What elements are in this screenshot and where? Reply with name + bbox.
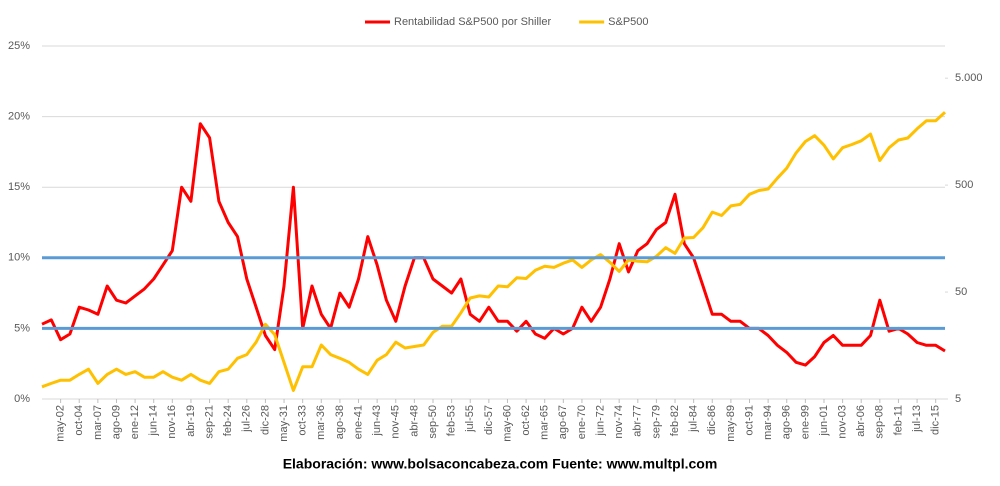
x-tick-label: ene-41 <box>352 405 364 439</box>
series-line <box>41 111 947 392</box>
x-tick-label: mar-94 <box>762 405 774 440</box>
x-tick-label: oct-62 <box>520 405 532 436</box>
x-tick-label: nov-45 <box>390 405 402 439</box>
x-tick-label: abr-06 <box>855 405 867 437</box>
x-tick-label: ago-96 <box>781 405 793 439</box>
y2-tick-label: 5 <box>955 393 961 405</box>
x-tick-label: may-89 <box>725 405 737 442</box>
x-tick-label: jun-72 <box>594 405 606 437</box>
x-tick-label: mar-65 <box>539 405 551 440</box>
x-tick-label: nov-16 <box>166 405 178 439</box>
x-tick-label: feb-82 <box>669 405 681 436</box>
x-tick-label: ago-38 <box>334 405 346 439</box>
x-tick-label: oct-33 <box>297 405 309 436</box>
series-line <box>41 122 946 367</box>
x-tick-label: jun-14 <box>148 405 160 437</box>
x-tick-label: may-02 <box>55 405 67 442</box>
x-tick-label: ene-70 <box>576 405 588 439</box>
x-tick-label: ene-12 <box>129 405 141 439</box>
x-tick-label: sep-21 <box>203 405 215 439</box>
x-tick-label: abr-19 <box>185 405 197 437</box>
x-tick-label: abr-48 <box>408 405 420 437</box>
x-tick-label: ene-99 <box>799 405 811 439</box>
x-tick-label: feb-53 <box>446 405 458 436</box>
x-tick-label: oct-91 <box>743 405 755 436</box>
legend-label: Rentabilidad S&P500 por Shiller <box>394 16 551 28</box>
x-tick-label: nov-03 <box>837 405 849 439</box>
y2-tick-label: 500 <box>955 179 973 191</box>
x-tick-label: dic-28 <box>259 405 271 435</box>
y-tick-label: 10% <box>8 252 30 264</box>
x-tick-label: may-60 <box>501 405 513 442</box>
x-tick-label: jun-01 <box>818 405 830 437</box>
x-tick-label: sep-08 <box>874 405 886 439</box>
x-tick-label: oct-04 <box>73 405 85 436</box>
x-tick-label: abr-77 <box>632 405 644 437</box>
y-tick-label: 20% <box>8 111 30 123</box>
y-tick-label: 15% <box>8 181 30 193</box>
x-tick-label: may-31 <box>278 405 290 442</box>
y-tick-label: 25% <box>8 40 30 52</box>
x-tick-label: jul-13 <box>911 405 923 433</box>
x-tick-label: jul-26 <box>241 405 253 433</box>
x-tick-label: jul-55 <box>464 405 476 433</box>
x-tick-label: feb-24 <box>222 405 234 436</box>
y2-tick-label: 50 <box>955 286 967 298</box>
x-tick-label: sep-50 <box>427 405 439 439</box>
y-tick-label: 5% <box>14 322 30 334</box>
source-note: Elaboración: www.bolsaconcabeza.com Fuen… <box>283 456 718 472</box>
x-tick-label: feb-11 <box>892 405 904 435</box>
x-tick-label: jun-43 <box>371 405 383 437</box>
y-tick-label: 0% <box>14 393 30 405</box>
x-tick-label: ago-67 <box>557 405 569 439</box>
x-tick-label: jul-84 <box>688 405 700 433</box>
y2-tick-label: 5.000 <box>955 72 983 84</box>
x-tick-label: sep-79 <box>650 405 662 439</box>
x-tick-label: mar-36 <box>315 405 327 440</box>
legend-label: S&P500 <box>608 16 648 28</box>
x-tick-label: dic-15 <box>930 405 942 435</box>
x-tick-label: dic-86 <box>706 405 718 435</box>
x-tick-label: dic-57 <box>483 405 495 435</box>
x-tick-label: ago-09 <box>110 405 122 439</box>
x-tick-label: mar-07 <box>92 405 104 440</box>
x-tick-label: nov-74 <box>613 405 625 439</box>
